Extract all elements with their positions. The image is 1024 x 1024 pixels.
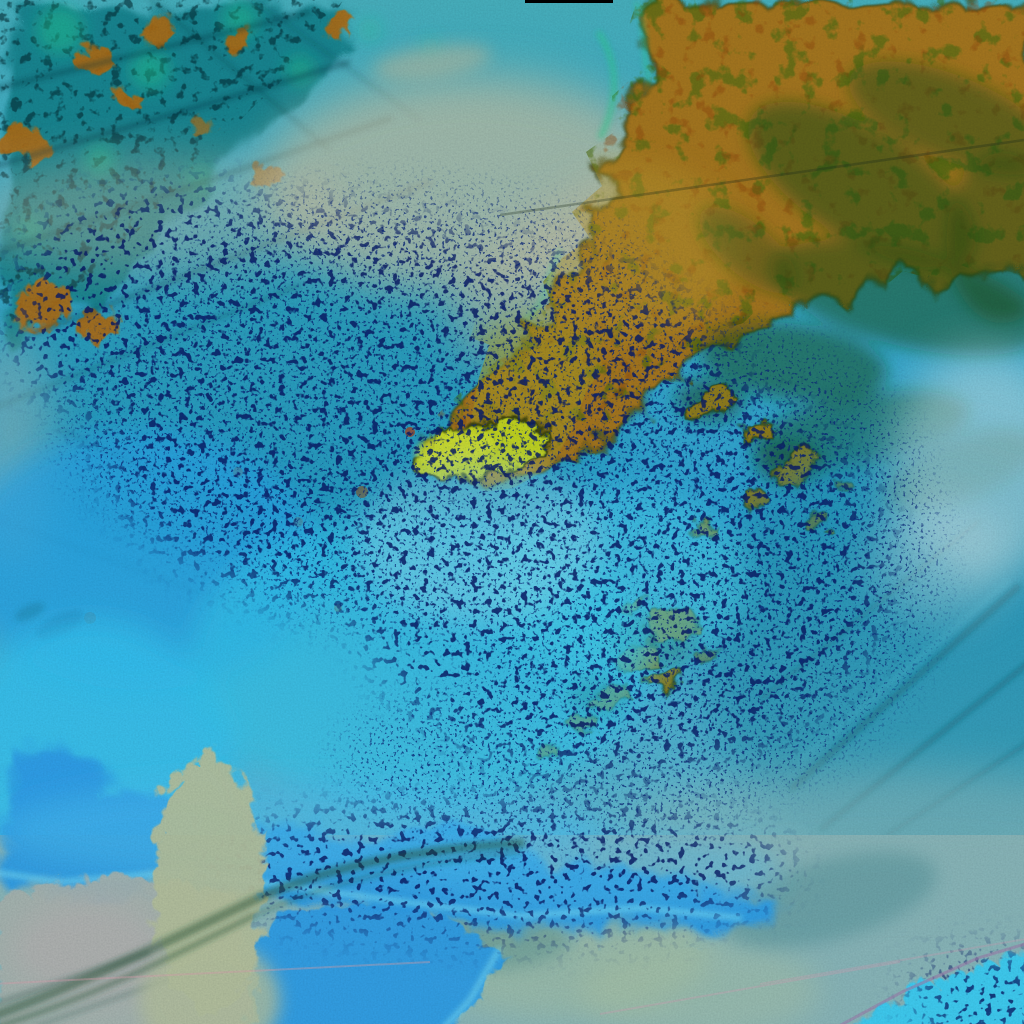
satellite-image	[0, 0, 1024, 1024]
satellite-scene	[0, 0, 1024, 1024]
grain-overlay	[0, 0, 1024, 1024]
